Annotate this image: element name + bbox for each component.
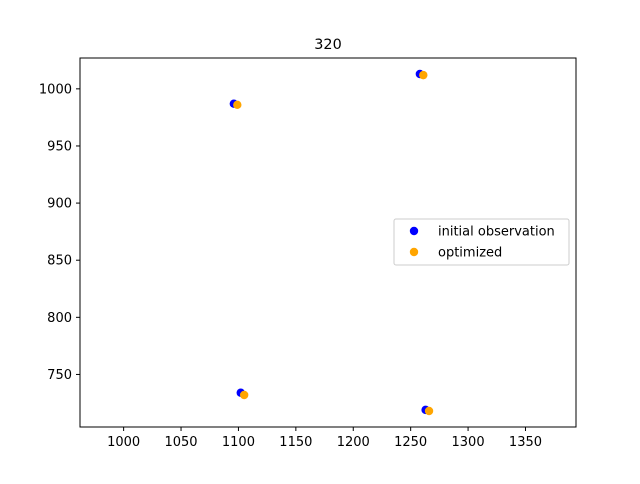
y-tick-label: 1000 bbox=[39, 82, 72, 97]
x-tick-label: 1300 bbox=[452, 435, 485, 450]
x-axis: 1000 1050 1100 1150 1200 1250 1300 1350 bbox=[107, 427, 542, 450]
legend: initial observation optimized bbox=[393, 218, 570, 266]
y-tick-label: 750 bbox=[47, 368, 72, 383]
scatter-point bbox=[239, 390, 249, 400]
y-tick-label: 850 bbox=[47, 254, 72, 269]
x-tick-label: 1100 bbox=[222, 435, 255, 450]
y-tick-label: 800 bbox=[47, 311, 72, 326]
legend-box bbox=[393, 218, 570, 266]
legend-marker bbox=[409, 247, 419, 257]
x-tick-label: 1000 bbox=[107, 435, 140, 450]
x-tick-label: 1150 bbox=[279, 435, 312, 450]
x-tick-label: 1200 bbox=[337, 435, 370, 450]
x-tick-label: 1350 bbox=[509, 435, 542, 450]
scatter-point bbox=[424, 406, 434, 416]
y-tick-label: 900 bbox=[47, 197, 72, 212]
y-tick-label: 950 bbox=[47, 139, 72, 154]
scatter-point bbox=[419, 70, 428, 80]
x-tick-label: 1050 bbox=[164, 435, 197, 450]
series-1-points bbox=[233, 70, 434, 416]
x-tick-label: 1250 bbox=[394, 435, 427, 450]
chart-title: 320 bbox=[314, 37, 341, 53]
y-axis: 750 800 850 900 950 1000 bbox=[39, 82, 80, 383]
data-points bbox=[229, 69, 434, 416]
plot-area-frame bbox=[79, 57, 577, 428]
legend-marker bbox=[409, 226, 419, 236]
legend-label: initial observation bbox=[438, 225, 555, 240]
legend-label: optimized bbox=[438, 246, 502, 261]
scatter-point bbox=[233, 100, 242, 110]
